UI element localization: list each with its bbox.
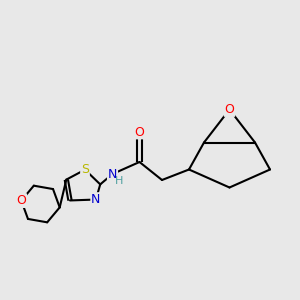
Text: N: N [108,167,117,181]
Text: N: N [91,193,101,206]
Text: O: O [135,125,144,139]
Text: S: S [81,163,89,176]
Text: O: O [16,194,26,207]
Text: O: O [225,103,234,116]
Text: H: H [115,176,123,186]
